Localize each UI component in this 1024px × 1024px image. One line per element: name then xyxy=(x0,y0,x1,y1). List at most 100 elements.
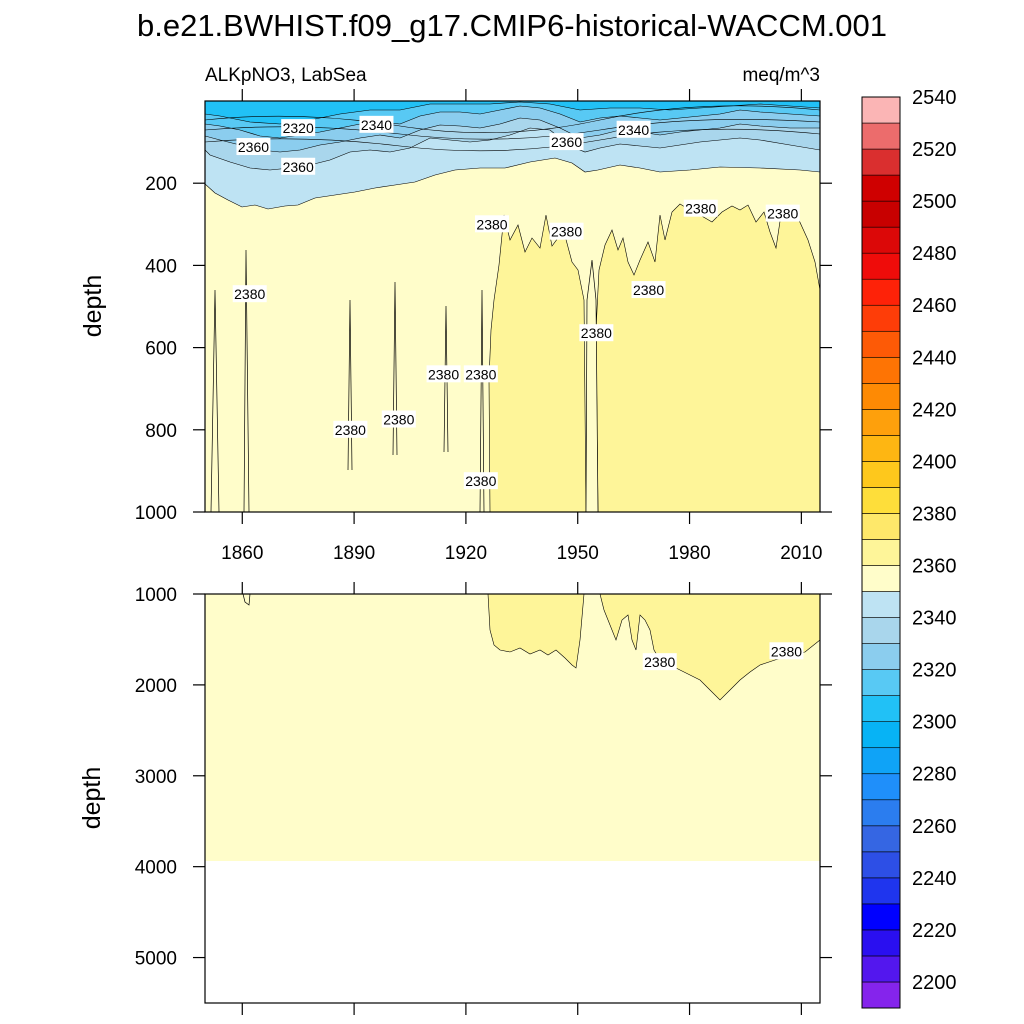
colorbar-swatch xyxy=(861,174,901,202)
colorbar-swatch xyxy=(861,721,901,749)
colorbar-swatch xyxy=(861,148,901,176)
contour-label-text: 2320 xyxy=(283,120,314,136)
colorbar-swatch xyxy=(861,695,901,722)
lower-fill-2390-2400 xyxy=(487,594,585,669)
colorbar-tick-label: 2420 xyxy=(912,399,957,421)
contour-label: 2380 xyxy=(549,222,584,240)
y-tick-label: 600 xyxy=(145,339,177,360)
lower-missing xyxy=(205,861,820,1003)
contour-label: 2380 xyxy=(631,281,666,299)
colorbar-frame xyxy=(861,96,901,1009)
contour-label-text: 2380 xyxy=(581,325,612,341)
contour-label: 2380 xyxy=(426,365,461,383)
colorbar-swatch xyxy=(861,955,901,983)
lower-frame xyxy=(204,593,821,1004)
contour-label-bg xyxy=(549,133,584,151)
colorbar-swatch xyxy=(861,122,901,150)
y-tick-label: 3000 xyxy=(135,767,177,788)
contour-label: 2340 xyxy=(616,120,651,138)
contour-label: 2380 xyxy=(381,410,416,428)
contour-label-text: 2380 xyxy=(234,286,265,302)
contour-label: 2380 xyxy=(463,472,498,490)
colorbar-tick-label: 2360 xyxy=(912,556,957,578)
colorbar-tick-label: 2280 xyxy=(912,764,957,786)
contour-label-text: 2380 xyxy=(465,473,496,489)
contour-label-bg xyxy=(616,120,651,138)
contour-label-bg xyxy=(281,157,316,175)
colorbar-swatch xyxy=(861,96,901,124)
contour-label-bg xyxy=(475,215,509,233)
colorbar-swatch xyxy=(861,825,901,853)
colorbar-swatch xyxy=(861,981,901,1009)
colorbar-tick-label: 2260 xyxy=(912,816,957,838)
contour-label-bg xyxy=(426,365,461,383)
colorbar: 2200 2220 2240 2260 2280 2300 2320 2340 2360 2380… xyxy=(861,87,957,1009)
upper-ylabel: depth xyxy=(79,275,107,338)
contour-label: 2360 xyxy=(236,138,271,156)
colorbar-swatch xyxy=(861,539,901,566)
colorbar-swatch xyxy=(861,617,901,644)
contour-label-bg xyxy=(463,472,498,490)
contour-label-text: 2380 xyxy=(428,366,459,382)
contour-label: 2360 xyxy=(549,133,584,151)
colorbar-swatch xyxy=(861,851,901,879)
colorbar-swatch xyxy=(861,278,901,306)
colorbar-swatch xyxy=(861,330,901,358)
contour-label: 2380 xyxy=(333,420,368,438)
upper-contour-labels: 2320 2340 2360 2360 2360 2340 2380 2380 2380 2380… xyxy=(232,115,800,490)
colorbar-swatch xyxy=(861,435,901,462)
colorbar-swatch xyxy=(861,487,901,514)
lower-axes: 1000 2000 3000 4000 5000 xyxy=(135,582,832,1015)
lower-contour-labels: 2380 2380 xyxy=(642,642,804,671)
contour-label-bg xyxy=(381,410,416,428)
contour-label-text: 2380 xyxy=(685,201,716,217)
colorbar-swatch xyxy=(861,773,901,801)
colorbar-tick-label: 2380 xyxy=(912,503,957,525)
chart-title: b.e21.BWHIST.f09_g17.CMIP6-historical-WA… xyxy=(137,8,887,43)
contour-label-bg xyxy=(236,138,271,156)
y-tick-label: 2000 xyxy=(135,676,177,697)
y-tick-label: 200 xyxy=(145,174,177,195)
contour-label: 2320 xyxy=(281,119,316,137)
contour-label: 2360 xyxy=(281,157,316,175)
units-subtitle: meq/m^3 xyxy=(742,65,820,86)
colorbar-swatch xyxy=(861,565,901,592)
upper-vertical-streaks xyxy=(210,249,485,512)
contour-label-text: 2380 xyxy=(644,654,675,670)
contour-label-bg xyxy=(683,199,718,217)
colorbar-tick-label: 2520 xyxy=(912,139,957,161)
colorbar-tick-label: 2340 xyxy=(912,608,957,630)
contour-label-bg xyxy=(549,222,584,240)
colorbar-tick-label: 2240 xyxy=(912,868,957,890)
contour-label-bg xyxy=(463,365,498,383)
x-tick-label: 1890 xyxy=(333,543,375,564)
colorbar-swatch xyxy=(861,252,901,280)
upper-frame xyxy=(204,100,821,513)
contour-label-bg xyxy=(281,119,316,137)
y-tick-label: 400 xyxy=(145,256,177,277)
contour-label-text: 2360 xyxy=(551,134,582,150)
upper-axes: 200 400 600 800 1000 1860 1890 1920 1950 1980 2010 xyxy=(135,89,832,564)
contour-label: 2380 xyxy=(683,199,718,217)
contour-label-text: 2360 xyxy=(283,159,314,175)
y-tick-label: 1000 xyxy=(135,503,177,524)
contour-label: 2380 xyxy=(642,653,677,671)
colorbar-tick-label: 2500 xyxy=(912,191,957,213)
contour-label-text: 2380 xyxy=(767,206,798,222)
contour-label-text: 2380 xyxy=(465,366,496,382)
colorbar-swatch xyxy=(861,929,901,957)
y-tick-label: 5000 xyxy=(135,949,177,970)
colorbar-tick-label: 2540 xyxy=(912,87,957,109)
contour-label-bg xyxy=(232,285,267,303)
colorbar-tick-label: 2320 xyxy=(912,660,957,682)
colorbar-tick-label: 2300 xyxy=(912,712,957,734)
colorbar-swatch xyxy=(861,409,901,436)
colorbar-swatch xyxy=(861,383,901,410)
colorbar-swatch xyxy=(861,226,901,254)
contour-label: 2380 xyxy=(579,324,614,342)
colorbar-swatch xyxy=(861,669,901,696)
contour-label-bg xyxy=(642,653,677,671)
contour-label-bg xyxy=(333,420,368,438)
x-tick-label: 1860 xyxy=(221,543,263,564)
